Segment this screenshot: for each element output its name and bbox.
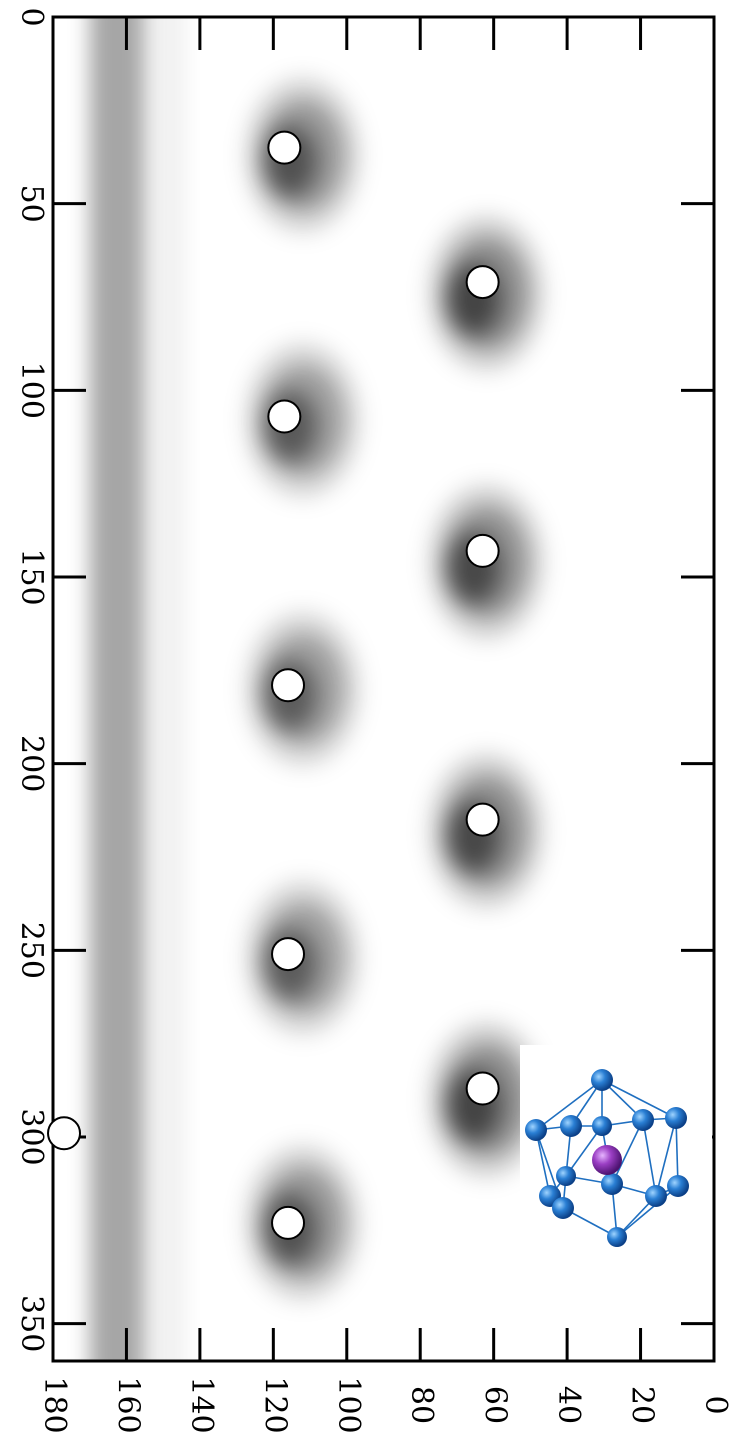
- tick-labels: 0 20 40 60 80 100 120 140 160 180 0 50 100 150 200 250 3…: [14, 7, 729, 1433]
- cluster-bond: [655, 1117, 677, 1197]
- x-tick-label: 160: [110, 1376, 145, 1433]
- marker-point: [267, 130, 302, 165]
- y-tick-label: 150: [14, 548, 49, 605]
- y-tick-label: 300: [14, 1108, 49, 1165]
- x-tick-label: 20: [625, 1386, 660, 1424]
- cluster-atom: [556, 1166, 576, 1186]
- cluster-bond: [535, 1079, 603, 1131]
- cluster-atom: [667, 1175, 689, 1197]
- marker-point: [465, 533, 500, 568]
- cluster-atom: [592, 1116, 612, 1136]
- cluster-atom: [552, 1197, 574, 1219]
- x-tick-label: 0: [698, 1395, 729, 1414]
- cluster-bond: [611, 1119, 644, 1185]
- density-band-faint: [154, 17, 185, 1361]
- marker-point: [465, 265, 500, 300]
- cluster-atom: [645, 1185, 667, 1207]
- x-tick-label: 60: [478, 1386, 513, 1424]
- density-peak: [428, 215, 545, 372]
- cluster-atom: [665, 1107, 687, 1129]
- cluster-bond: [535, 1129, 551, 1197]
- marker-point: [267, 399, 302, 434]
- marker-point: [465, 1071, 500, 1106]
- cluster-bond: [616, 1185, 679, 1238]
- marker-point: [271, 1205, 306, 1240]
- cluster-structure-icon: [520, 1045, 712, 1250]
- cluster-atom: [525, 1119, 547, 1141]
- marker-point: [465, 802, 500, 837]
- marker-point: [271, 668, 306, 703]
- density-peak: [244, 342, 361, 499]
- tick-marks: [53, 17, 714, 1361]
- x-tick-label: 80: [404, 1386, 439, 1424]
- marker-point: [271, 937, 306, 972]
- y-tick-label: 50: [14, 185, 49, 223]
- y-tick-label: 200: [14, 735, 49, 792]
- cluster-bond: [565, 1125, 603, 1177]
- x-tick-label: 40: [551, 1386, 586, 1424]
- y-tick-label: 0: [14, 7, 49, 26]
- cluster-atom: [601, 1173, 623, 1195]
- axes: [51, 15, 716, 1363]
- cluster-atom: [560, 1115, 582, 1137]
- cluster-bond: [675, 1117, 679, 1187]
- center-atom: [592, 1145, 622, 1175]
- x-tick-label: 180: [37, 1376, 72, 1433]
- cluster-atom: [632, 1109, 654, 1131]
- cluster-bond: [642, 1119, 657, 1197]
- x-tick-label: 100: [331, 1376, 366, 1433]
- density-peak: [244, 77, 361, 234]
- density-band: [89, 17, 185, 1361]
- marker-point: [47, 1116, 82, 1151]
- cluster-atom: [607, 1227, 627, 1247]
- y-tick-label: 350: [14, 1295, 49, 1352]
- cluster-bond: [601, 1079, 677, 1119]
- x-tick-label: 120: [257, 1376, 292, 1433]
- x-tick-label: 140: [184, 1376, 219, 1433]
- y-tick-label: 100: [14, 362, 49, 419]
- markers: [47, 130, 500, 1240]
- density-band-strip: [89, 17, 145, 1361]
- cluster-atom: [591, 1069, 613, 1091]
- y-tick-label: 250: [14, 922, 49, 979]
